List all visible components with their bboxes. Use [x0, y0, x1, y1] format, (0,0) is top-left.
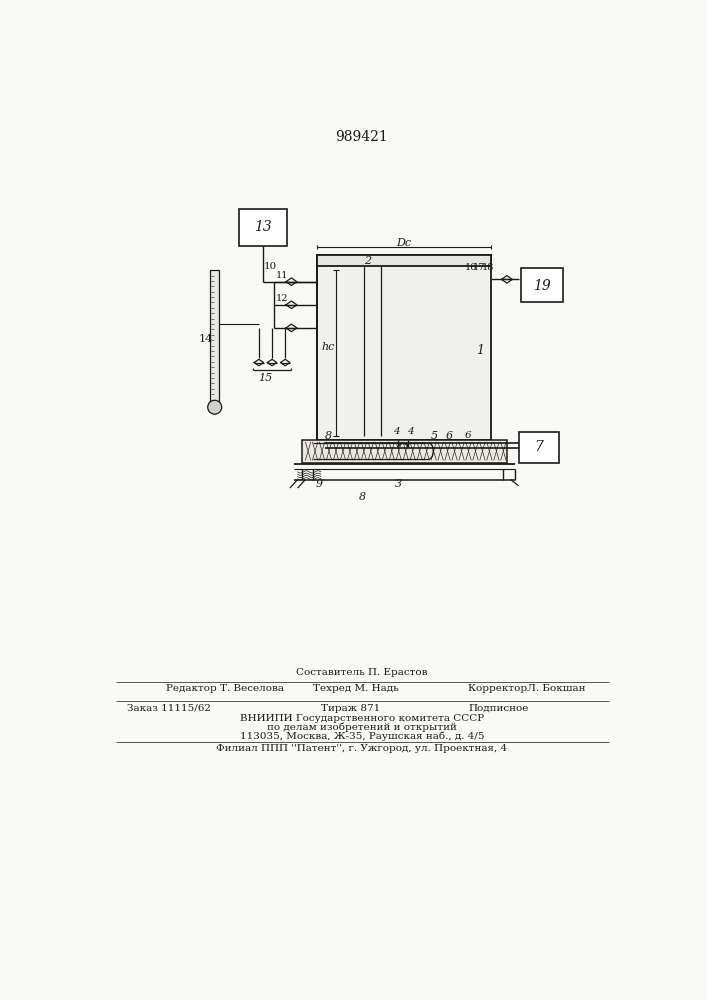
Text: 17: 17 — [473, 263, 485, 272]
Text: 16: 16 — [465, 263, 477, 272]
Text: Dс: Dс — [396, 238, 411, 248]
Circle shape — [208, 400, 222, 414]
Text: КорректорЛ. Бокшан: КорректорЛ. Бокшан — [468, 684, 585, 693]
Text: Тираж 871: Тираж 871 — [321, 704, 380, 713]
Bar — [210, 270, 219, 405]
Text: 18: 18 — [481, 263, 493, 272]
Text: по делам изобретений и открытий: по делам изобретений и открытий — [267, 723, 457, 732]
Text: 13: 13 — [254, 220, 271, 234]
Text: 8: 8 — [358, 492, 366, 502]
Text: Филиал ППП ''Патент'', г. Ужгород, ул. Проектная, 4: Филиал ППП ''Патент'', г. Ужгород, ул. П… — [216, 744, 508, 753]
Text: 6: 6 — [445, 431, 452, 441]
Bar — [521, 268, 563, 302]
Text: 989421: 989421 — [336, 130, 388, 144]
Text: 19: 19 — [533, 279, 551, 293]
Text: Заказ 11115/62: Заказ 11115/62 — [127, 704, 211, 713]
Text: Составитель П. Ерастов: Составитель П. Ерастов — [296, 668, 428, 677]
Text: 5: 5 — [431, 431, 438, 441]
Text: 1: 1 — [476, 344, 484, 358]
Text: 9: 9 — [316, 479, 323, 489]
Text: 12: 12 — [276, 294, 288, 303]
Text: 14: 14 — [199, 334, 214, 344]
Text: 10: 10 — [264, 262, 277, 271]
Text: 6: 6 — [464, 431, 472, 440]
Text: ВНИИПИ Государственного комитета СССР: ВНИИПИ Государственного комитета СССР — [240, 714, 484, 723]
Text: 113035, Москва, Ж-35, Раушская наб., д. 4/5: 113035, Москва, Ж-35, Раушская наб., д. … — [240, 731, 484, 741]
Text: 4: 4 — [407, 427, 414, 436]
Bar — [518, 432, 559, 463]
Text: 11: 11 — [276, 271, 288, 280]
Text: 3: 3 — [395, 479, 402, 489]
Text: hс: hс — [321, 342, 334, 352]
Bar — [301, 440, 507, 463]
Text: 4: 4 — [394, 427, 400, 436]
Text: 8: 8 — [325, 431, 332, 441]
Text: Редактор Т. Веселова: Редактор Т. Веселова — [166, 684, 284, 693]
Text: 2: 2 — [364, 256, 371, 266]
Text: Техред М. Надь: Техред М. Надь — [313, 684, 399, 693]
Text: 7: 7 — [534, 440, 543, 454]
Bar — [239, 209, 287, 246]
Text: 15: 15 — [258, 373, 272, 383]
Bar — [317, 255, 491, 440]
Bar — [317, 255, 491, 266]
Text: Подписное: Подписное — [468, 704, 529, 713]
